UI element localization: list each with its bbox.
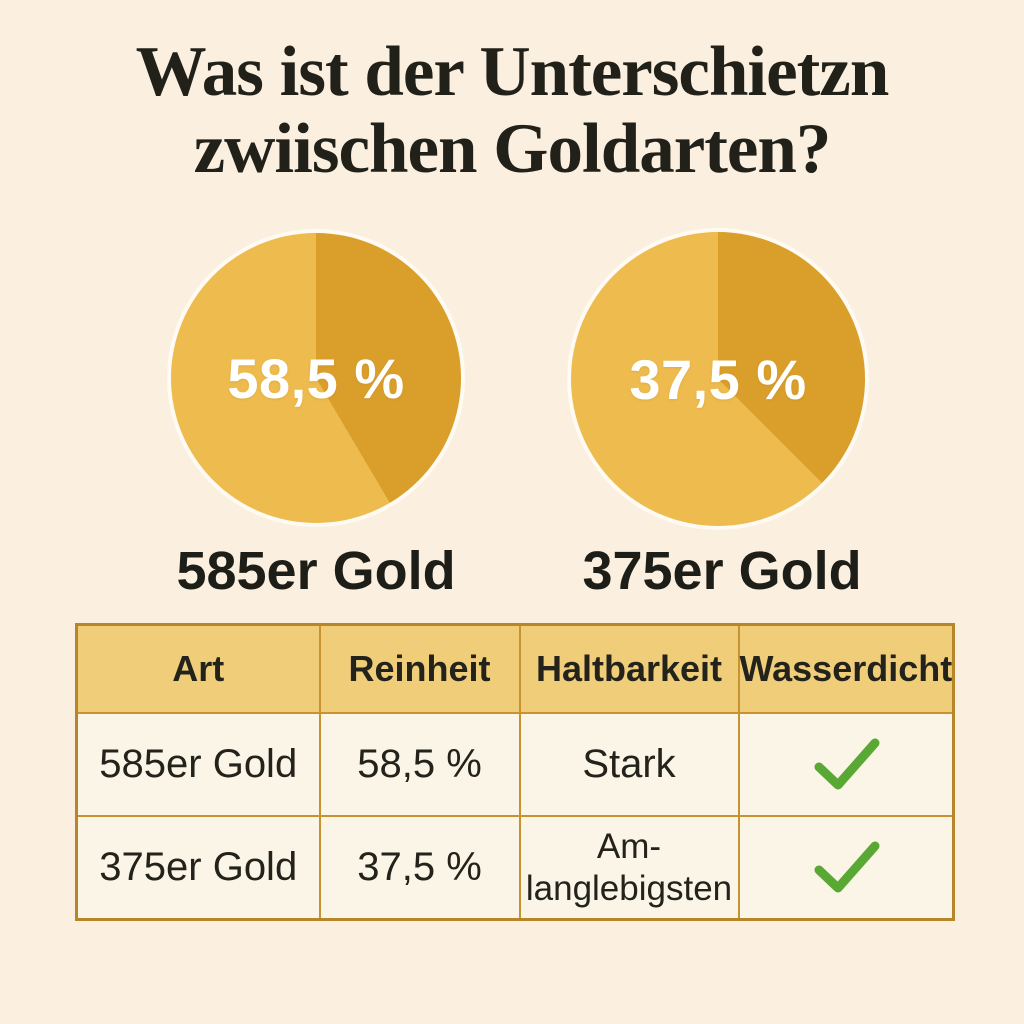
- pie-title-375er-gold: 375er Gold: [582, 541, 862, 601]
- pie-percent-label: 58,5 %: [227, 346, 405, 410]
- cell-reinheit: 37,5 %: [318, 815, 521, 921]
- page-title-line-2: zwiischen Goldarten?: [193, 109, 832, 188]
- column-header-reinheit: Reinheit: [318, 623, 521, 714]
- cell-reinheit: 58,5 %: [318, 712, 521, 817]
- cell-haltbarkeit: Stark: [518, 712, 740, 817]
- page-title: Was ist der Unterschietzn zwiischen Gold…: [0, 34, 1024, 187]
- check-icon: [814, 841, 880, 892]
- pie-percent-label: 37,5 %: [629, 347, 807, 411]
- cell-art: 585er Gold: [75, 712, 321, 817]
- cell-art: 375er Gold: [75, 815, 321, 921]
- cell-wasserdicht: [737, 815, 955, 921]
- column-header-haltbarkeit: Haltbarkeit: [518, 623, 740, 714]
- cell-haltbarkeit: Am- langlebigsten: [518, 815, 740, 921]
- table-row: 375er Gold 37,5 % Am- langlebigsten: [75, 815, 955, 921]
- pie-chart-585er-gold: 58,5 %: [171, 233, 461, 523]
- page-title-line-1: Was ist der Unterschietzn: [135, 33, 890, 111]
- table-row: 585er Gold 58,5 % Stark: [75, 712, 955, 817]
- column-header-art: Art: [75, 623, 321, 714]
- cell-haltbarkeit-line-1: Am-: [596, 827, 662, 867]
- cell-wasserdicht: [737, 712, 955, 817]
- table-header-row: Art Reinheit Haltbarkeit Wasserdicht: [75, 623, 955, 714]
- check-icon: [814, 738, 880, 789]
- pie-chart-375er-gold: 37,5 %: [571, 232, 865, 526]
- column-header-wasserdicht: Wasserdicht: [737, 623, 955, 714]
- cell-haltbarkeit-line-2: langlebigsten: [525, 868, 733, 908]
- pie-title-585er-gold: 585er Gold: [176, 541, 456, 601]
- gold-comparison-table: Art Reinheit Haltbarkeit Wasserdicht 585…: [75, 623, 956, 921]
